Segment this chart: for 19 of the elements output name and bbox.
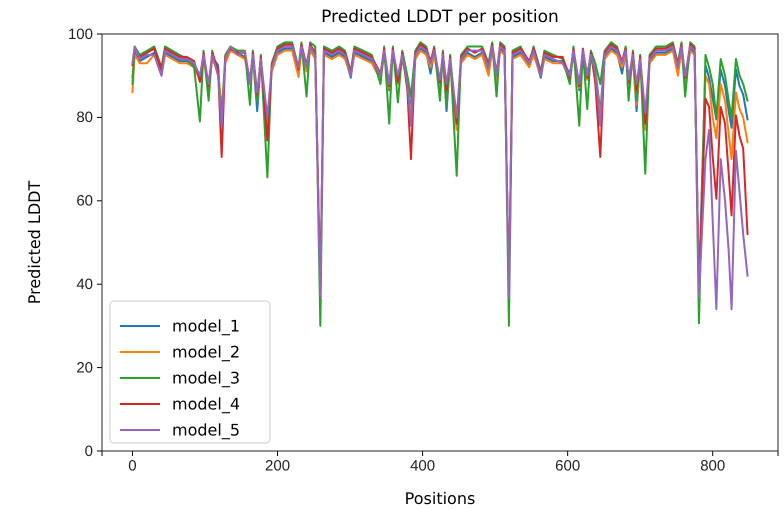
y-axis-title: Predicted LDDT xyxy=(25,180,44,304)
x-tick-label: 200 xyxy=(265,458,290,475)
legend-label: model_1 xyxy=(172,316,240,336)
legend-label: model_2 xyxy=(172,342,240,362)
chart-title: Predicted LDDT per position xyxy=(321,7,559,27)
y-tick-label: 20 xyxy=(76,359,93,376)
legend-label: model_3 xyxy=(172,368,240,388)
y-tick-label: 40 xyxy=(76,276,93,293)
legend-label: model_5 xyxy=(172,420,240,440)
x-tick-label: 800 xyxy=(700,458,726,475)
y-tick-label: 0 xyxy=(84,442,93,460)
legend-label: model_4 xyxy=(172,394,240,414)
x-axis-title: Positions xyxy=(404,489,476,508)
y-tick-label: 80 xyxy=(76,109,93,126)
x-tick-label: 0 xyxy=(128,458,137,475)
y-tick-label: 60 xyxy=(76,192,93,210)
x-tick-label: 400 xyxy=(410,458,436,475)
y-tick-label: 100 xyxy=(68,26,93,43)
x-tick-label: 600 xyxy=(555,458,580,475)
